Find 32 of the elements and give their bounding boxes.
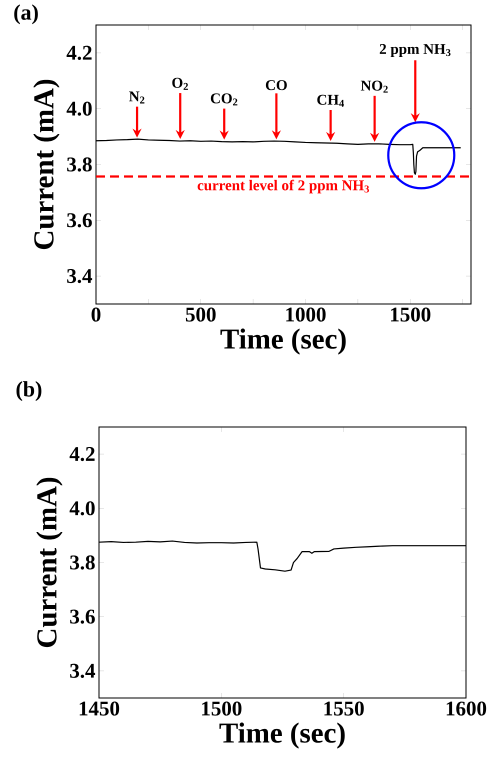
- annotation: CO: [266, 80, 287, 90]
- y-axis-title: Current (mA): [33, 80, 60, 250]
- y-tick-label: 4.0: [70, 501, 95, 516]
- annotation: CH$_{4}$: [317, 94, 344, 107]
- y-tick-label: 3.6: [67, 213, 92, 228]
- chart-title: (a): [14, 4, 38, 24]
- annotation: N$_{2}$: [129, 92, 144, 104]
- x-tick-label: 1600: [446, 702, 486, 716]
- x-tick-label: 1550: [324, 702, 364, 716]
- y-tick-label: 4.2: [70, 447, 95, 462]
- x-tick-label: 1500: [390, 308, 430, 322]
- y-tick-label: 3.8: [67, 157, 92, 172]
- y-axis-title: Current (mA): [36, 478, 62, 648]
- y-tick-label: 4.2: [66, 46, 92, 60]
- x-tick-label: 0: [92, 308, 100, 322]
- x-tick-label: 1500: [202, 702, 242, 716]
- y-tick-label: 3.6: [70, 610, 95, 624]
- x-tick-label: 500: [186, 308, 216, 322]
- annotation: O$_{2}$: [172, 78, 188, 90]
- y-tick-label: 3.4: [70, 664, 96, 678]
- annotation: 2 ppm NH$_{3}$: [380, 44, 450, 58]
- chart-title: (b): [16, 381, 42, 402]
- x-axis-title: Time (sec): [220, 328, 346, 355]
- y-tick-label: 3.4: [67, 269, 92, 284]
- x-tick-label: 1450: [80, 702, 120, 716]
- annotation: CO$_{2}$: [210, 93, 238, 106]
- x-axis-title: Time (sec): [219, 722, 345, 749]
- y-tick-label: 4.0: [66, 102, 92, 116]
- ref-line-label: current level of 2 ppm NH$_{3}$: [198, 180, 370, 194]
- y-tick-label: 3.8: [70, 555, 95, 570]
- x-tick-label: 1000: [286, 308, 326, 322]
- annotation: NO$_{2}$: [360, 80, 388, 93]
